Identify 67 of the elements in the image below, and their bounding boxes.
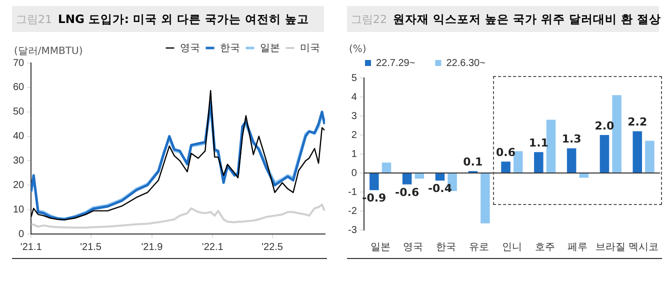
x-tick-label: '22.5: [262, 242, 284, 253]
bar: [645, 140, 654, 172]
y-tick-label: 4: [351, 92, 358, 103]
x-tick-label: 브라질: [596, 242, 626, 253]
data-label: -0.4: [428, 182, 452, 195]
y-tick-label: 60: [13, 82, 25, 94]
x-tick-label: '21.1: [20, 242, 42, 253]
y-tick-label: 50: [13, 106, 25, 118]
y-tick-label: 3: [351, 110, 358, 122]
bar: [612, 95, 622, 172]
bar: [579, 174, 589, 178]
y-tick-label: 0: [18, 228, 25, 240]
x-tick-label: 호주: [534, 242, 555, 253]
bar: [501, 162, 510, 172]
x-tick-label: '22.1: [202, 242, 224, 253]
y-tick-label: 40: [13, 131, 25, 142]
bar: [435, 174, 445, 181]
legend-label: 일본: [260, 42, 280, 54]
x-tick-label: '21.9: [141, 242, 164, 253]
y-tick-label: 0: [351, 168, 358, 179]
y-axis-title: (%): [349, 44, 366, 55]
y-tick-label: 5: [351, 72, 358, 84]
chart-title: LNG 도입가: 미국 외 다른 국가는 여전히 높고: [58, 12, 310, 26]
data-label: 0.1: [463, 155, 483, 168]
bar: [370, 174, 379, 190]
data-label: 1.3: [562, 132, 582, 146]
bar: [566, 148, 576, 172]
x-tick-label: 페루: [568, 242, 588, 253]
x-tick-label: 멕시코: [628, 242, 659, 253]
y-tick-label: 70: [13, 58, 25, 69]
bar: [534, 152, 544, 172]
y-tick-label: -1: [348, 186, 358, 198]
y-tick-label: 30: [13, 155, 25, 166]
legend-label: 영국: [180, 42, 200, 54]
legend-label: 22.7.29~: [376, 58, 416, 69]
bar: [414, 174, 424, 179]
bar: [546, 120, 556, 172]
data-label: 0.6: [496, 146, 516, 159]
legend-label: 22.6.30~: [446, 58, 486, 69]
legend-label: 한국: [220, 42, 240, 54]
bar: [600, 135, 610, 172]
legend-label: 미국: [300, 42, 320, 54]
data-label: 2.0: [594, 119, 615, 132]
x-tick-label: 영국: [403, 242, 424, 253]
data-label: -0.6: [395, 186, 420, 199]
chart-title: 원자재 익스포저 높은 국가 위주 달러대비 환 절상: [393, 12, 662, 26]
x-tick-label: 한국: [436, 242, 456, 253]
y-axis-title: (달러/MMBTU): [14, 45, 83, 58]
x-tick-label: 인니: [502, 242, 522, 253]
y-tick-label: -2: [348, 206, 358, 217]
bar: [513, 151, 523, 172]
caption: 그림21: [16, 12, 52, 26]
x-tick-label: 일본: [370, 242, 390, 253]
y-tick-label: 20: [13, 180, 25, 191]
data-label: 1.1: [528, 136, 548, 150]
x-tick-label: '21.5: [80, 242, 102, 253]
caption: 그림22: [351, 12, 387, 26]
data-label: 2.2: [628, 116, 648, 129]
y-tick-label: 2: [351, 130, 358, 141]
bar: [402, 174, 412, 184]
y-tick-label: 10: [13, 204, 25, 216]
x-tick-label: 유로: [469, 242, 490, 253]
bar: [382, 162, 392, 172]
y-tick-label: -3: [348, 224, 358, 236]
bar: [632, 131, 642, 172]
bar: [480, 174, 490, 224]
y-tick-label: 1: [351, 148, 358, 160]
